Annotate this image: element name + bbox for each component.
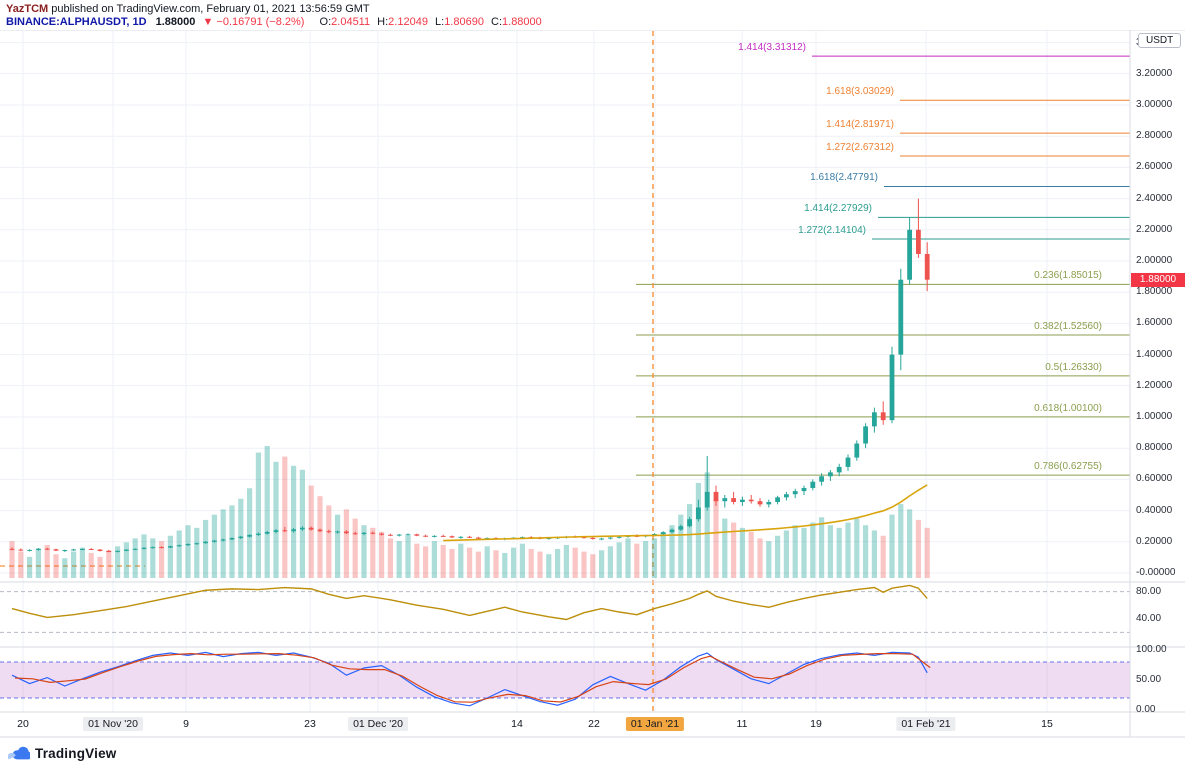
stoch-band: [0, 662, 1130, 698]
close-value: 1.88000: [502, 16, 542, 28]
high-value: 2.12049: [388, 16, 428, 28]
close-label: C:: [491, 16, 503, 28]
rsi-line: [11, 584, 928, 621]
published-text: published on TradingView.com, February 0…: [51, 3, 370, 15]
volume-layer: [9, 446, 930, 578]
open-value: 2.04511: [331, 16, 371, 28]
symbol-title[interactable]: BINANCE:ALPHAUSDT, 1D: [6, 16, 147, 28]
published-line: YazTCM published on TradingView.com, Feb…: [6, 0, 1185, 16]
open-label: O:: [319, 16, 332, 28]
low-label: L:: [435, 16, 445, 28]
author-link[interactable]: YazTCM: [6, 3, 49, 15]
last-price: 1.88000: [155, 16, 196, 28]
brand-name[interactable]: TradingView: [35, 745, 117, 761]
candles-layer: [9, 198, 930, 553]
low-value: 1.80690: [444, 16, 484, 28]
footer: TradingView: [0, 738, 1185, 768]
price-change: ▼ −0.16791 (−8.2%): [202, 16, 305, 28]
snapshot-header: YazTCM published on TradingView.com, Feb…: [0, 0, 1185, 30]
currency-toggle[interactable]: USDT: [1138, 33, 1182, 48]
stoch-d-line: [14, 652, 931, 703]
symbol-line: BINANCE:ALPHAUSDT, 1D 1.88000 ▼ −0.16791…: [6, 16, 1185, 29]
tradingview-logo-icon[interactable]: [8, 745, 30, 761]
last-price-badge: 1.88000: [1131, 273, 1185, 287]
high-label: H:: [377, 16, 389, 28]
ma-line: [443, 484, 928, 542]
